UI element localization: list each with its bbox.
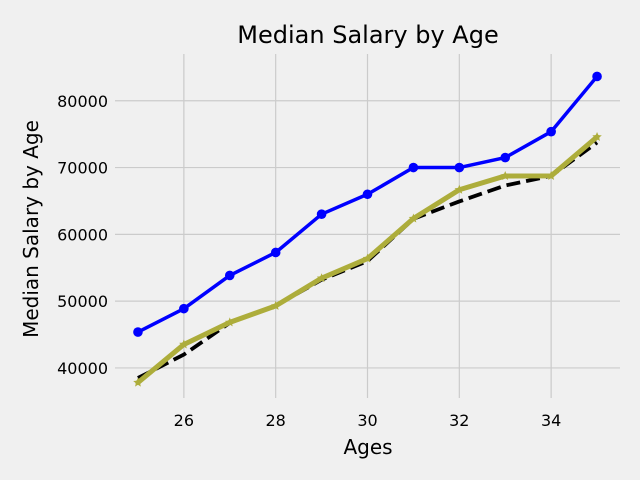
grid [115, 54, 620, 398]
data-point [362, 253, 373, 263]
data-point [500, 170, 510, 180]
x-tick-label: 28 [266, 411, 286, 430]
data-point [408, 213, 419, 223]
y-axis-label: Median Salary by Age [19, 120, 43, 338]
data-point [546, 170, 556, 180]
data-point [500, 152, 511, 163]
data-point [408, 162, 419, 173]
chart-title: Median Salary by Age [237, 21, 498, 49]
x-tick-label: 30 [357, 411, 377, 430]
data-point [133, 327, 143, 337]
data-point [270, 247, 281, 258]
data-point [225, 317, 235, 327]
data-point [362, 189, 373, 200]
y-tick-label: 50000 [57, 292, 108, 311]
series-0 [133, 71, 602, 337]
data-point [454, 184, 465, 194]
data-point [270, 300, 281, 310]
data-point [592, 131, 602, 141]
data-point [316, 273, 327, 283]
series-2 [133, 131, 602, 387]
data-point [224, 270, 235, 281]
x-tick-label: 34 [541, 411, 561, 430]
series-line [137, 140, 599, 380]
data-point [592, 71, 602, 82]
tick-labels: 26 28 30 32 34 40000 50000 60000 70000 80000 [57, 92, 561, 430]
y-tick-label: 70000 [57, 159, 108, 178]
x-axis-label: Ages [343, 435, 392, 459]
y-tick-label: 80000 [57, 92, 108, 111]
series-1 [137, 140, 599, 380]
y-tick-label: 60000 [57, 225, 108, 244]
y-tick-label: 40000 [57, 359, 108, 378]
data-point [316, 209, 327, 220]
data-point [179, 339, 189, 349]
data-point [179, 303, 189, 314]
data-point [546, 126, 556, 137]
x-tick-label: 26 [174, 411, 194, 430]
x-tick-label: 32 [449, 411, 469, 430]
data-point [454, 162, 465, 173]
data-point [133, 377, 143, 387]
series-lines [133, 71, 602, 387]
